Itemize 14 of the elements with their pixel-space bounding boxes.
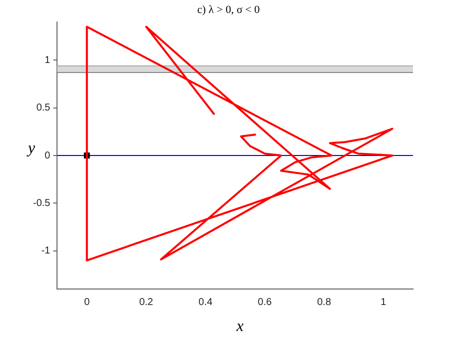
x-tick-label: 0.8 bbox=[317, 296, 332, 308]
y-tick-label: -1 bbox=[41, 246, 51, 257]
x-tick-label: 0.6 bbox=[258, 296, 272, 308]
x-tick-label: 1 bbox=[380, 296, 387, 308]
y-tick-label: 1 bbox=[44, 54, 51, 66]
x-tick-label: 0.2 bbox=[139, 296, 154, 308]
y-tick-label: 0 bbox=[44, 150, 51, 162]
x-tick-label: 0 bbox=[84, 296, 90, 308]
x-axis-title: x bbox=[235, 318, 245, 336]
y-tick-label: 0.5 bbox=[36, 102, 51, 114]
x-tick-label: 0.4 bbox=[198, 296, 213, 308]
chart-title: c) λ > 0, σ < 0 bbox=[196, 4, 261, 16]
y-tick-label: -0.5 bbox=[32, 198, 51, 209]
y-axis-title: y bbox=[28, 140, 36, 158]
